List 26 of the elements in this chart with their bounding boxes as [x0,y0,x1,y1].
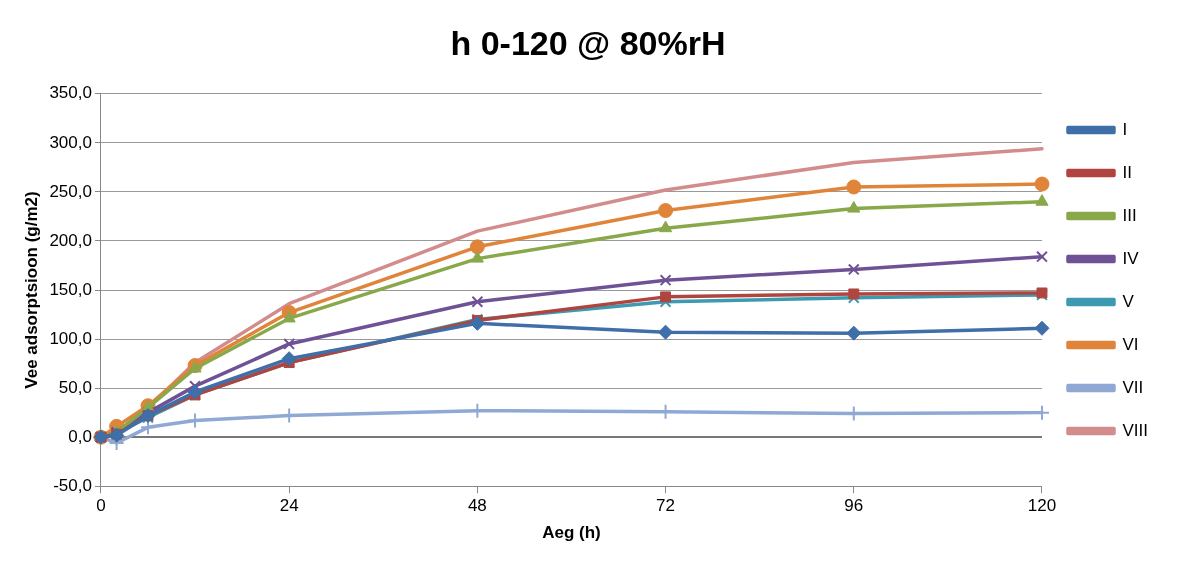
y-tick-label: 50,0 [58,377,92,397]
legend-label: III [1122,205,1137,225]
y-tick-label: 350,0 [49,83,92,103]
legend-label: IV [1122,248,1140,268]
legend-label: V [1122,291,1135,311]
y-axis-title: Vee adsorptsioon (g/m2) [21,191,41,389]
x-tick-label: 48 [467,496,487,516]
y-tick-label: 250,0 [49,181,92,201]
y-tick-label: 200,0 [49,230,92,250]
y-tick-label: 100,0 [49,328,92,348]
x-tick-label: 24 [279,496,299,516]
y-tick-label: 0,0 [68,426,92,446]
x-axis-title: Aeg (h) [542,523,601,543]
y-tick-label: -50,0 [53,475,92,495]
legend-label: VII [1122,377,1144,397]
y-tick-label: 300,0 [49,132,92,152]
x-tick-label: 72 [656,496,676,516]
legend-label: II [1122,162,1132,182]
y-tick-label: 150,0 [49,279,92,299]
chart-title: h 0-120 @ 80%rH [450,23,726,62]
x-tick-label: 0 [96,496,106,516]
x-tick-label: 96 [844,496,864,516]
legend-label: I [1122,119,1128,139]
x-tick-label: 120 [1027,496,1057,516]
legend-label: VI [1122,334,1139,354]
legend-label: VIII [1122,420,1149,440]
